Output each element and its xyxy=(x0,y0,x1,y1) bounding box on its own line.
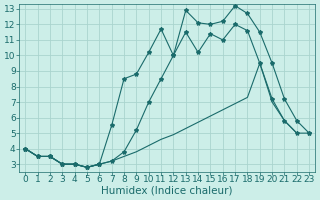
X-axis label: Humidex (Indice chaleur): Humidex (Indice chaleur) xyxy=(101,186,233,196)
